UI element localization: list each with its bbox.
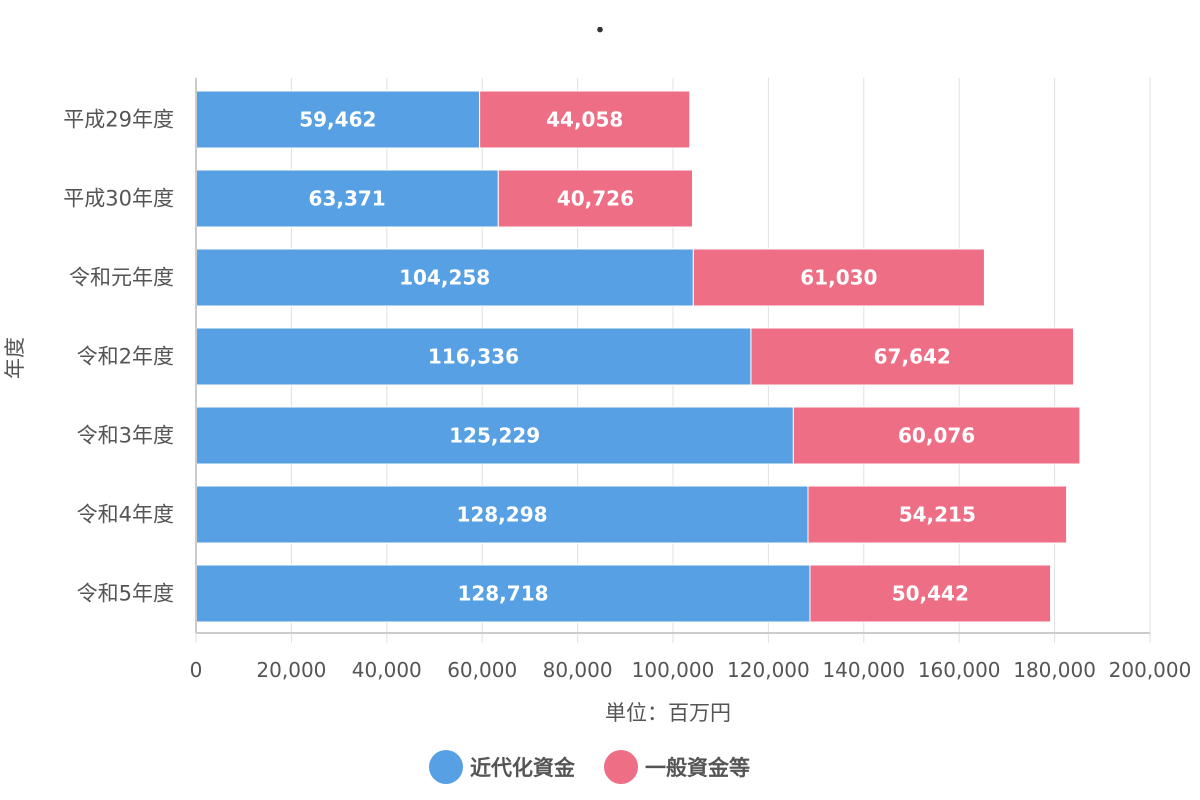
bar-data-label: 44,058 xyxy=(546,108,623,132)
bar-segment-series-0 xyxy=(195,327,752,386)
legend-item[interactable]: 近代化資金 xyxy=(429,750,576,784)
x-tick-label: 60,000 xyxy=(447,658,517,682)
category-label: 令和5年度 xyxy=(77,582,174,606)
bar-segment-series-0 xyxy=(195,248,694,307)
bar-data-label: 54,215 xyxy=(899,503,976,527)
legend-swatch xyxy=(604,750,638,784)
bars: 59,462 44,058 63,371 40,726 104,258 61,030 116… xyxy=(195,90,1081,623)
x-tick-label: 200,000 xyxy=(1109,658,1192,682)
x-tick-label: 20,000 xyxy=(256,658,326,682)
bar-data-label: 116,336 xyxy=(428,345,519,369)
bar-data-label: 63,371 xyxy=(309,187,386,211)
bar-segment-series-1 xyxy=(497,169,694,228)
bar-data-label: 104,258 xyxy=(399,266,490,290)
bar-data-label: 67,642 xyxy=(874,345,951,369)
bar-data-label: 125,229 xyxy=(449,424,540,448)
bar-segment-series-1 xyxy=(809,564,1052,623)
bar-segment-series-0 xyxy=(195,564,811,623)
legend-label: 近代化資金 xyxy=(470,756,576,780)
bar-data-label: 40,726 xyxy=(557,187,634,211)
category-label: 平成29年度 xyxy=(63,108,174,132)
y-axis-title: 年度 xyxy=(3,337,27,379)
bar-segment-series-0 xyxy=(195,485,809,544)
axes: 0 20,000 40,000 60,000 80,000 100,000 120,000 1… xyxy=(63,78,1191,682)
x-tick-label: 40,000 xyxy=(352,658,422,682)
chart-title: ・ xyxy=(589,19,611,44)
x-tick-label: 140,000 xyxy=(822,658,905,682)
bar-data-label: 60,076 xyxy=(898,424,975,448)
legend-swatch xyxy=(429,750,463,784)
bar-segment-series-1 xyxy=(792,406,1081,465)
category-label: 令和元年度 xyxy=(69,266,174,290)
bar-data-label: 128,298 xyxy=(456,503,547,527)
bar-data-label: 61,030 xyxy=(800,266,877,290)
bar-segment-series-1 xyxy=(692,248,985,307)
x-tick-label: 120,000 xyxy=(727,658,810,682)
bar-segment-series-1 xyxy=(807,485,1068,544)
bar-data-label: 128,718 xyxy=(457,582,548,606)
legend-label: 一般資金等 xyxy=(645,756,750,780)
x-axis-title: 単位：百万円 xyxy=(605,701,731,725)
bar-segment-series-0 xyxy=(195,90,481,149)
bar-segment-series-1 xyxy=(479,90,691,149)
category-label: 令和4年度 xyxy=(77,503,174,527)
x-tick-label: 160,000 xyxy=(918,658,1001,682)
legend-item[interactable]: 一般資金等 xyxy=(604,750,750,784)
x-tick-label: 180,000 xyxy=(1013,658,1096,682)
x-tick-label: 80,000 xyxy=(543,658,613,682)
category-label: 令和2年度 xyxy=(77,345,174,369)
legend: 近代化資金 一般資金等 xyxy=(429,750,750,784)
bar-segment-series-0 xyxy=(195,406,794,465)
bar-data-label: 50,442 xyxy=(892,582,969,606)
bar-segment-series-1 xyxy=(750,327,1075,386)
bar-data-label: 59,462 xyxy=(299,108,376,132)
x-tick-label: 100,000 xyxy=(632,658,715,682)
x-tick-label: 0 xyxy=(190,658,203,682)
category-label: 平成30年度 xyxy=(63,187,174,211)
category-label: 令和3年度 xyxy=(77,424,174,448)
